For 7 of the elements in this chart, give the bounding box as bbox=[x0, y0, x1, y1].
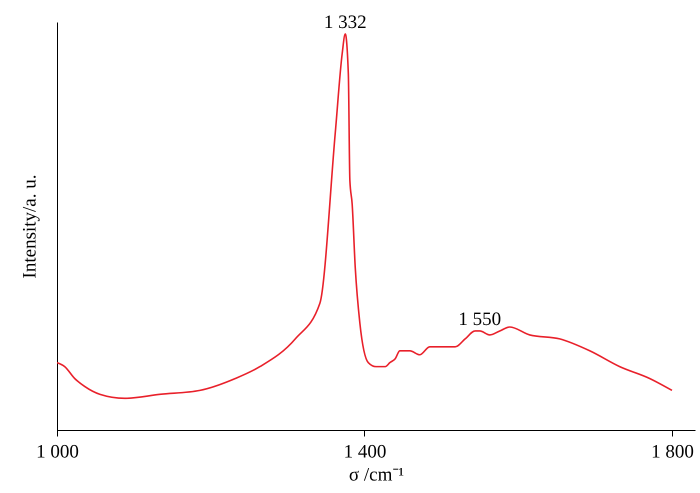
y-axis-title: Intensity/a. u. bbox=[20, 174, 40, 278]
annotation: 1 332 bbox=[324, 12, 367, 33]
x-tick-label: 1 400 bbox=[344, 442, 386, 462]
x-axis-title: σ /cm⁻¹ bbox=[348, 464, 404, 486]
x-tick-label: 1 000 bbox=[36, 442, 79, 462]
annotation: 1 550 bbox=[458, 308, 502, 330]
x-tick-label: 1 800 bbox=[651, 442, 694, 462]
